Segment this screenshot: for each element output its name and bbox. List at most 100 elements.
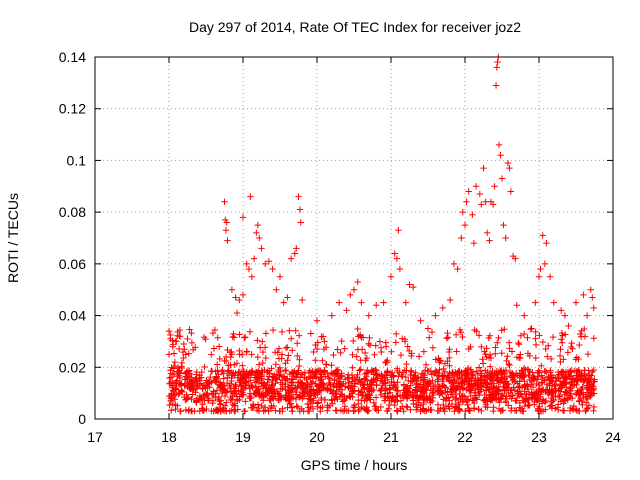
data-point — [307, 396, 315, 403]
data-point — [234, 406, 241, 413]
data-point — [563, 375, 570, 382]
data-point — [259, 348, 267, 356]
data-point — [556, 352, 564, 360]
data-point — [232, 294, 239, 301]
data-point — [280, 373, 287, 380]
data-point — [336, 299, 343, 306]
data-point — [387, 397, 395, 405]
data-point — [529, 383, 537, 391]
data-point — [406, 281, 413, 288]
data-point — [494, 58, 501, 66]
data-point — [440, 404, 448, 412]
data-point — [485, 394, 493, 401]
data-point — [409, 392, 416, 400]
data-point — [221, 392, 229, 400]
data-point — [417, 408, 424, 415]
data-point — [528, 390, 535, 398]
data-point — [516, 390, 524, 397]
data-point — [168, 407, 175, 414]
data-point — [560, 369, 567, 376]
data-point — [374, 375, 381, 382]
data-point — [371, 351, 378, 359]
data-point — [172, 385, 179, 393]
data-point — [509, 392, 516, 400]
data-point — [542, 397, 550, 405]
data-point — [587, 384, 595, 392]
data-point — [539, 232, 546, 239]
data-point — [486, 237, 493, 244]
data-point — [210, 407, 217, 415]
data-point — [233, 309, 241, 317]
x-tick-label: 19 — [235, 429, 251, 445]
data-point — [590, 390, 598, 397]
data-point — [299, 386, 306, 393]
data-point — [214, 395, 222, 403]
data-point — [173, 338, 180, 345]
data-point — [483, 380, 490, 387]
data-point — [230, 334, 238, 341]
data-point — [475, 406, 482, 413]
data-point — [208, 351, 215, 358]
y-axis-label: ROTI / TECUs — [5, 193, 21, 283]
data-point — [492, 344, 499, 351]
data-point — [227, 361, 234, 369]
data-point — [420, 370, 427, 377]
data-point — [286, 379, 294, 386]
data-point — [489, 201, 497, 208]
data-point — [491, 183, 498, 190]
data-point — [258, 245, 265, 252]
data-point — [358, 334, 365, 341]
data-point — [229, 333, 236, 341]
data-point — [579, 401, 586, 409]
data-point — [184, 380, 191, 388]
data-point — [458, 234, 465, 242]
data-point — [299, 370, 306, 378]
data-point — [365, 312, 372, 319]
data-point — [213, 387, 221, 394]
data-point — [454, 265, 461, 273]
data-point — [461, 393, 468, 400]
data-point — [373, 302, 380, 309]
data-point — [313, 317, 321, 324]
data-point — [343, 307, 350, 314]
data-point — [410, 283, 417, 291]
data-point — [304, 400, 311, 408]
data-point — [432, 381, 439, 389]
data-point — [276, 372, 283, 380]
data-point — [239, 376, 246, 383]
data-point — [246, 392, 253, 400]
data-point — [214, 334, 221, 341]
data-point — [254, 337, 261, 344]
data-point — [394, 367, 401, 375]
data-point — [337, 391, 344, 398]
data-point — [275, 355, 283, 362]
data-point — [307, 374, 314, 382]
data-point — [454, 407, 462, 415]
data-point — [203, 377, 210, 384]
data-point — [504, 353, 511, 360]
data-point — [498, 407, 506, 414]
data-point — [426, 334, 433, 341]
data-point — [533, 380, 540, 388]
data-point — [539, 379, 546, 386]
data-point — [572, 356, 579, 363]
data-point — [325, 379, 333, 387]
data-point — [296, 394, 303, 401]
data-point — [404, 404, 411, 411]
data-point — [547, 369, 554, 376]
data-point — [446, 362, 453, 369]
data-point — [453, 403, 460, 411]
data-point — [174, 328, 181, 336]
data-point — [490, 407, 497, 415]
data-point — [354, 278, 361, 286]
data-point — [584, 350, 592, 358]
data-point — [357, 357, 364, 364]
data-point — [290, 369, 297, 377]
data-point — [543, 239, 550, 247]
data-point — [589, 294, 596, 301]
data-point — [408, 352, 415, 360]
data-point — [349, 364, 356, 371]
data-point — [439, 372, 446, 379]
data-point — [581, 377, 588, 384]
data-point — [224, 368, 231, 376]
